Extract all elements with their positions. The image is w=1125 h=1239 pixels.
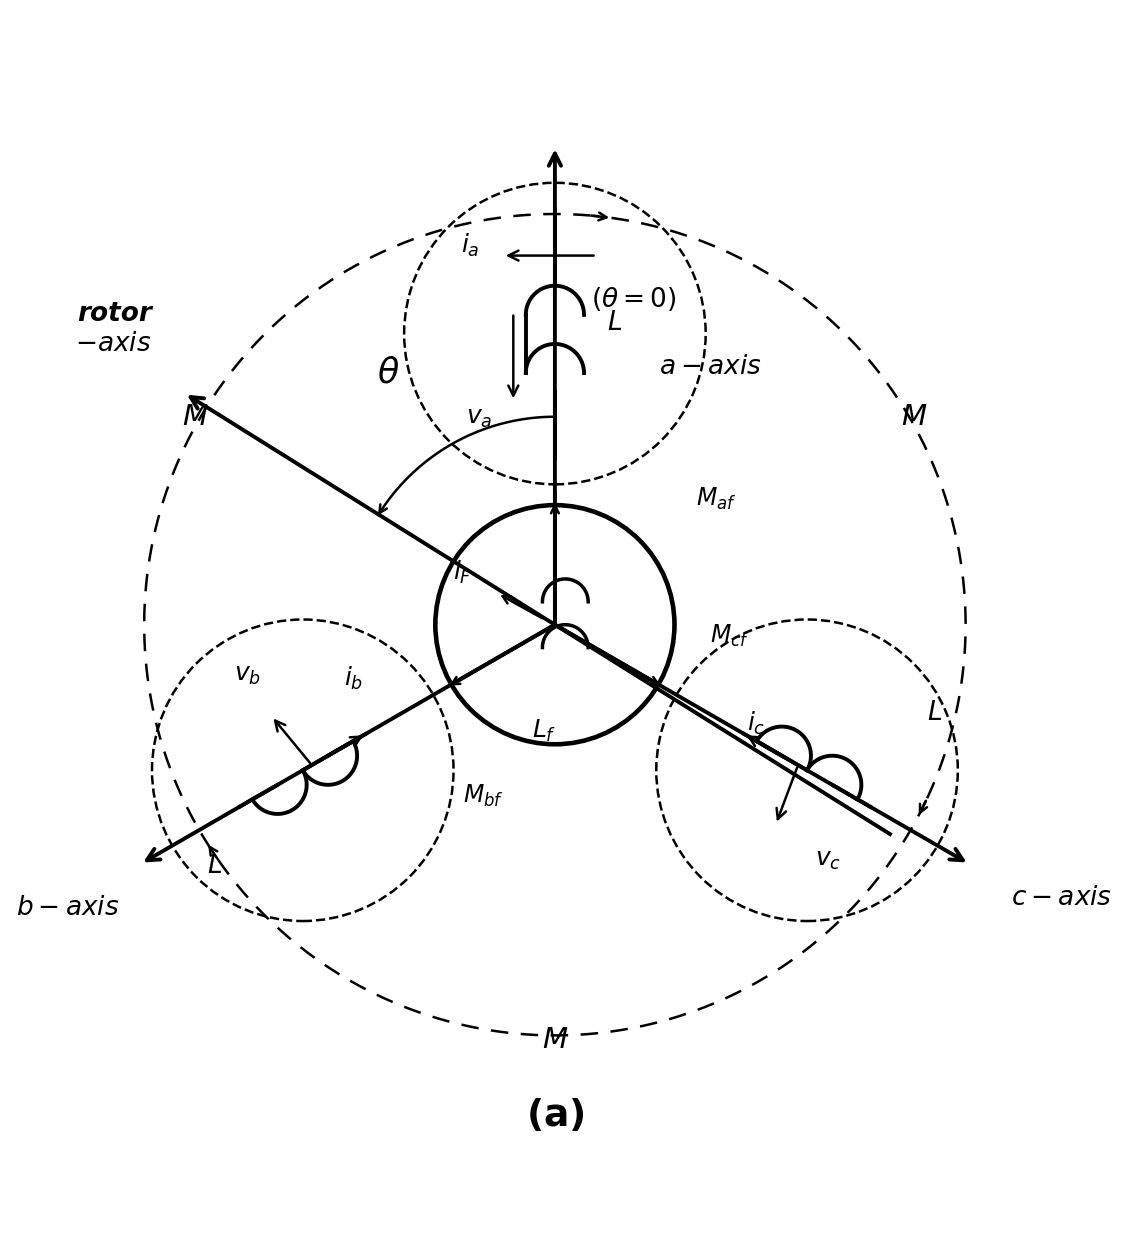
Text: $v_a$: $v_a$	[466, 406, 493, 430]
Text: rotor
$-axis$: rotor $-axis$	[75, 301, 152, 357]
Text: $\theta$: $\theta$	[377, 356, 399, 389]
Text: $L$: $L$	[606, 310, 622, 336]
Text: $(\theta=0)$: $(\theta=0)$	[592, 285, 677, 312]
Text: $M_{af}$: $M_{af}$	[696, 486, 737, 512]
Text: $i_b$: $i_b$	[344, 665, 363, 693]
Text: $M$: $M$	[901, 403, 927, 431]
Text: $M$: $M$	[182, 403, 209, 431]
Text: $a-axis$: $a-axis$	[659, 354, 762, 380]
Text: $M_{cf}$: $M_{cf}$	[710, 622, 749, 648]
Text: $M_{bf}$: $M_{bf}$	[462, 783, 503, 809]
Text: $\mathbf{(a)}$: $\mathbf{(a)}$	[525, 1098, 584, 1134]
Text: $i_c$: $i_c$	[747, 710, 765, 737]
Text: $v_c$: $v_c$	[814, 849, 840, 872]
Text: $i_a$: $i_a$	[461, 232, 480, 259]
Text: $L$: $L$	[927, 700, 942, 726]
Text: $b-axis$: $b-axis$	[17, 895, 120, 921]
Text: $v_b$: $v_b$	[234, 663, 261, 688]
Text: $i_F$: $i_F$	[452, 559, 471, 586]
Text: $L_f$: $L_f$	[532, 719, 557, 745]
Text: $M$: $M$	[542, 1026, 568, 1053]
Text: $c-axis$: $c-axis$	[1010, 885, 1112, 911]
Text: $L$: $L$	[207, 854, 222, 880]
